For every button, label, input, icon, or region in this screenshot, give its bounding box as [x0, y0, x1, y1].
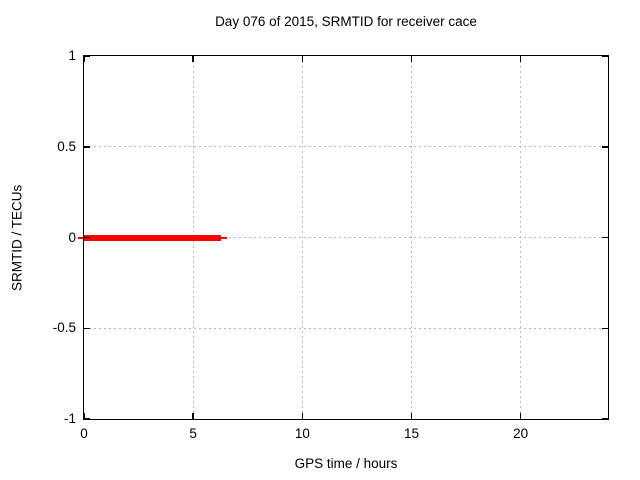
x-tick-mark-bottom: [301, 413, 304, 419]
y-tick-label: 1: [68, 48, 76, 63]
x-tick-mark-top: [192, 56, 194, 62]
y-tick-mark-left: [84, 418, 90, 420]
x-tick-mark-bottom: [519, 413, 522, 419]
plot-area: [77, 55, 609, 420]
gridline-horizontal: [84, 327, 608, 329]
x-tick-label: 10: [294, 426, 310, 441]
x-tick-mark-bottom: [83, 413, 85, 419]
y-tick-label: 0: [68, 229, 76, 245]
x-tick-label: 0: [80, 426, 88, 441]
y-tick-label: 0.5: [57, 138, 76, 154]
data-series-line: [84, 234, 221, 241]
y-tick-mark-left: [84, 146, 90, 148]
y-tick-mark-left: [84, 236, 90, 239]
y-tick-label: -0.5: [52, 320, 76, 336]
gridline-horizontal: [84, 146, 608, 148]
y-tick-mark-left: [84, 327, 90, 329]
y-tick-mark-right: [602, 418, 608, 420]
x-tick-mark-top: [519, 56, 522, 62]
y-tick-label: -1: [63, 411, 76, 426]
x-tick-mark-top: [301, 56, 304, 62]
x-tick-mark-top: [83, 56, 85, 62]
y-tick-mark-right: [602, 55, 608, 57]
x-axis-label: GPS time / hours: [294, 456, 398, 471]
gridline-horizontal: [84, 237, 608, 238]
x-tick-mark-bottom: [410, 413, 413, 419]
chart-title: Day 076 of 2015, SRMTID for receiver cac…: [215, 14, 477, 29]
x-tick-label: 15: [403, 426, 420, 441]
x-tick-label: 5: [189, 426, 197, 441]
y-tick-mark-right: [602, 236, 608, 239]
x-tick-label: 20: [513, 426, 529, 441]
y-tick-mark-right: [602, 146, 608, 148]
x-tick-mark-bottom: [192, 413, 194, 419]
y-tick-mark-left: [84, 55, 90, 57]
y-tick-mark-right: [602, 327, 608, 329]
x-tick-mark-top: [410, 56, 413, 62]
